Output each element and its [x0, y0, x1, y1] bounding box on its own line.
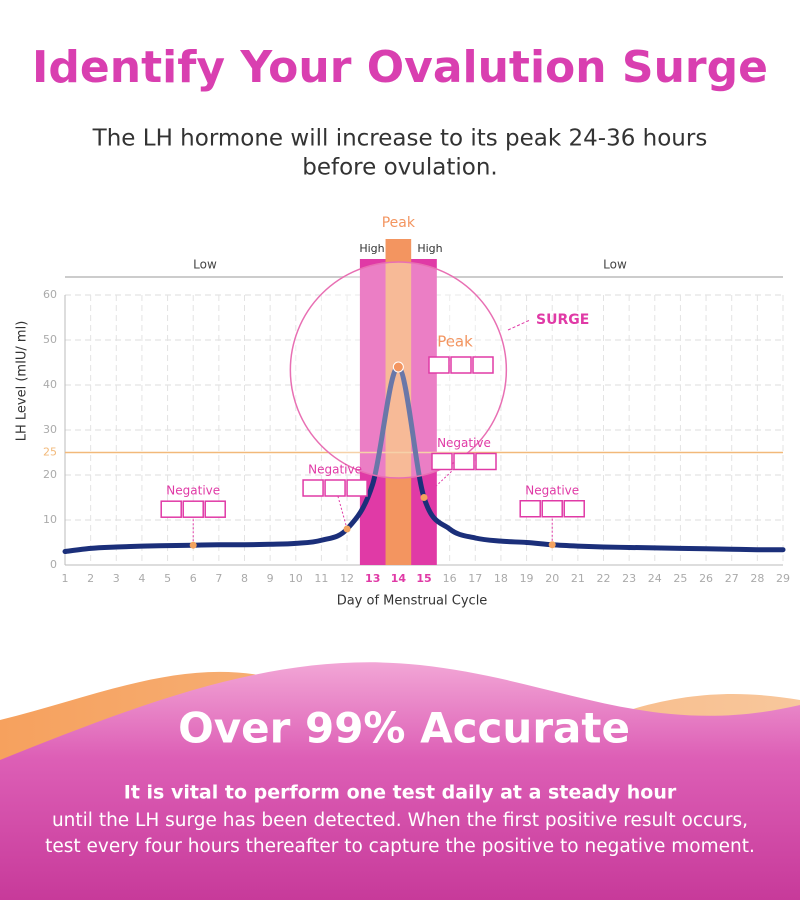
test-box	[160, 500, 182, 518]
y-tick-label: 30	[43, 423, 57, 436]
test-box	[563, 500, 585, 518]
leader	[507, 319, 531, 331]
marker-dot	[343, 525, 351, 533]
x-tick-label: 13	[365, 572, 380, 585]
x-tick-label: 23	[622, 572, 636, 585]
x-tick-label: 8	[241, 572, 248, 585]
test-box	[346, 479, 368, 497]
y-tick-label: 10	[43, 513, 57, 526]
zone-label: Low	[603, 258, 627, 272]
x-tick-label: 18	[494, 572, 508, 585]
wave	[0, 662, 800, 900]
x-tick-label: 29	[776, 572, 790, 585]
x-tick-label: 15	[416, 572, 431, 585]
x-tick-label: 27	[725, 572, 739, 585]
x-tick-label: 22	[597, 572, 611, 585]
test-box	[450, 356, 472, 374]
zone-label: Low	[193, 258, 217, 272]
y-tick-label: 40	[43, 378, 57, 391]
marker-label: Negative	[437, 436, 491, 450]
peak-label: Peak	[437, 333, 473, 351]
footer-title: Over 99% Accurate	[178, 704, 630, 753]
y-tick-label: 20	[43, 468, 57, 481]
surge-label: SURGE	[536, 312, 589, 328]
x-tick-label: 21	[571, 572, 585, 585]
x-tick-label: 6	[190, 572, 197, 585]
zone-label: Peak	[382, 215, 416, 231]
test-box	[472, 356, 494, 374]
x-axis-label: Day of Menstrual Cycle	[337, 594, 488, 609]
x-tick-label: 9	[267, 572, 274, 585]
x-tick-label: 4	[138, 572, 145, 585]
x-tick-label: 16	[443, 572, 457, 585]
y-axis-label: LH Level (mIU/ ml)	[15, 321, 30, 442]
x-tick-label: 12	[340, 572, 354, 585]
test-box	[541, 500, 563, 518]
marker-dot	[420, 494, 428, 501]
marker-dot	[189, 541, 197, 549]
y-tick-label: 60	[43, 288, 57, 301]
x-tick-label: 28	[750, 572, 764, 585]
x-tick-label: 24	[648, 572, 662, 585]
footer-text: test every four hours thereafter to capt…	[45, 836, 755, 857]
test-box	[453, 452, 475, 471]
test-box	[475, 452, 497, 471]
zone-label: High	[417, 242, 442, 255]
test-box	[519, 500, 541, 518]
x-tick-label: 19	[520, 572, 534, 585]
test-box	[431, 452, 453, 471]
test-box	[204, 500, 226, 518]
x-tick-label: 17	[468, 572, 482, 585]
x-tick-label: 14	[391, 572, 407, 585]
marker-dot	[548, 541, 556, 549]
threshold-label: 25	[43, 446, 57, 459]
test-box	[324, 479, 346, 497]
x-tick-label: 10	[289, 572, 303, 585]
x-tick-label: 2	[87, 572, 94, 585]
test-box	[428, 356, 450, 374]
x-tick-label: 11	[314, 572, 328, 585]
subtitle: before ovulation.	[302, 155, 497, 181]
y-tick-label: 0	[50, 558, 57, 571]
x-tick-label: 26	[699, 572, 713, 585]
x-tick-label: 20	[545, 572, 559, 585]
y-tick-label: 50	[43, 333, 57, 346]
subtitle: The LH hormone will increase to its peak…	[92, 126, 708, 152]
x-tick-label: 25	[673, 572, 687, 585]
x-tick-label: 7	[215, 572, 222, 585]
footer-bold: It is vital to perform one test daily at…	[124, 782, 677, 804]
marker-label: Negative	[166, 484, 220, 498]
footer-text: until the LH surge has been detected. Wh…	[52, 810, 748, 831]
test-box	[182, 500, 204, 518]
marker-label: Negative	[308, 463, 362, 477]
x-tick-label: 1	[62, 572, 69, 585]
zone-label: High	[359, 242, 384, 255]
marker-label: Negative	[525, 483, 579, 497]
test-box	[302, 479, 324, 497]
x-tick-label: 3	[113, 572, 120, 585]
x-tick-label: 5	[164, 572, 171, 585]
peak-dot	[392, 361, 404, 373]
title: Identify Your Ovalution Surge	[32, 42, 768, 93]
